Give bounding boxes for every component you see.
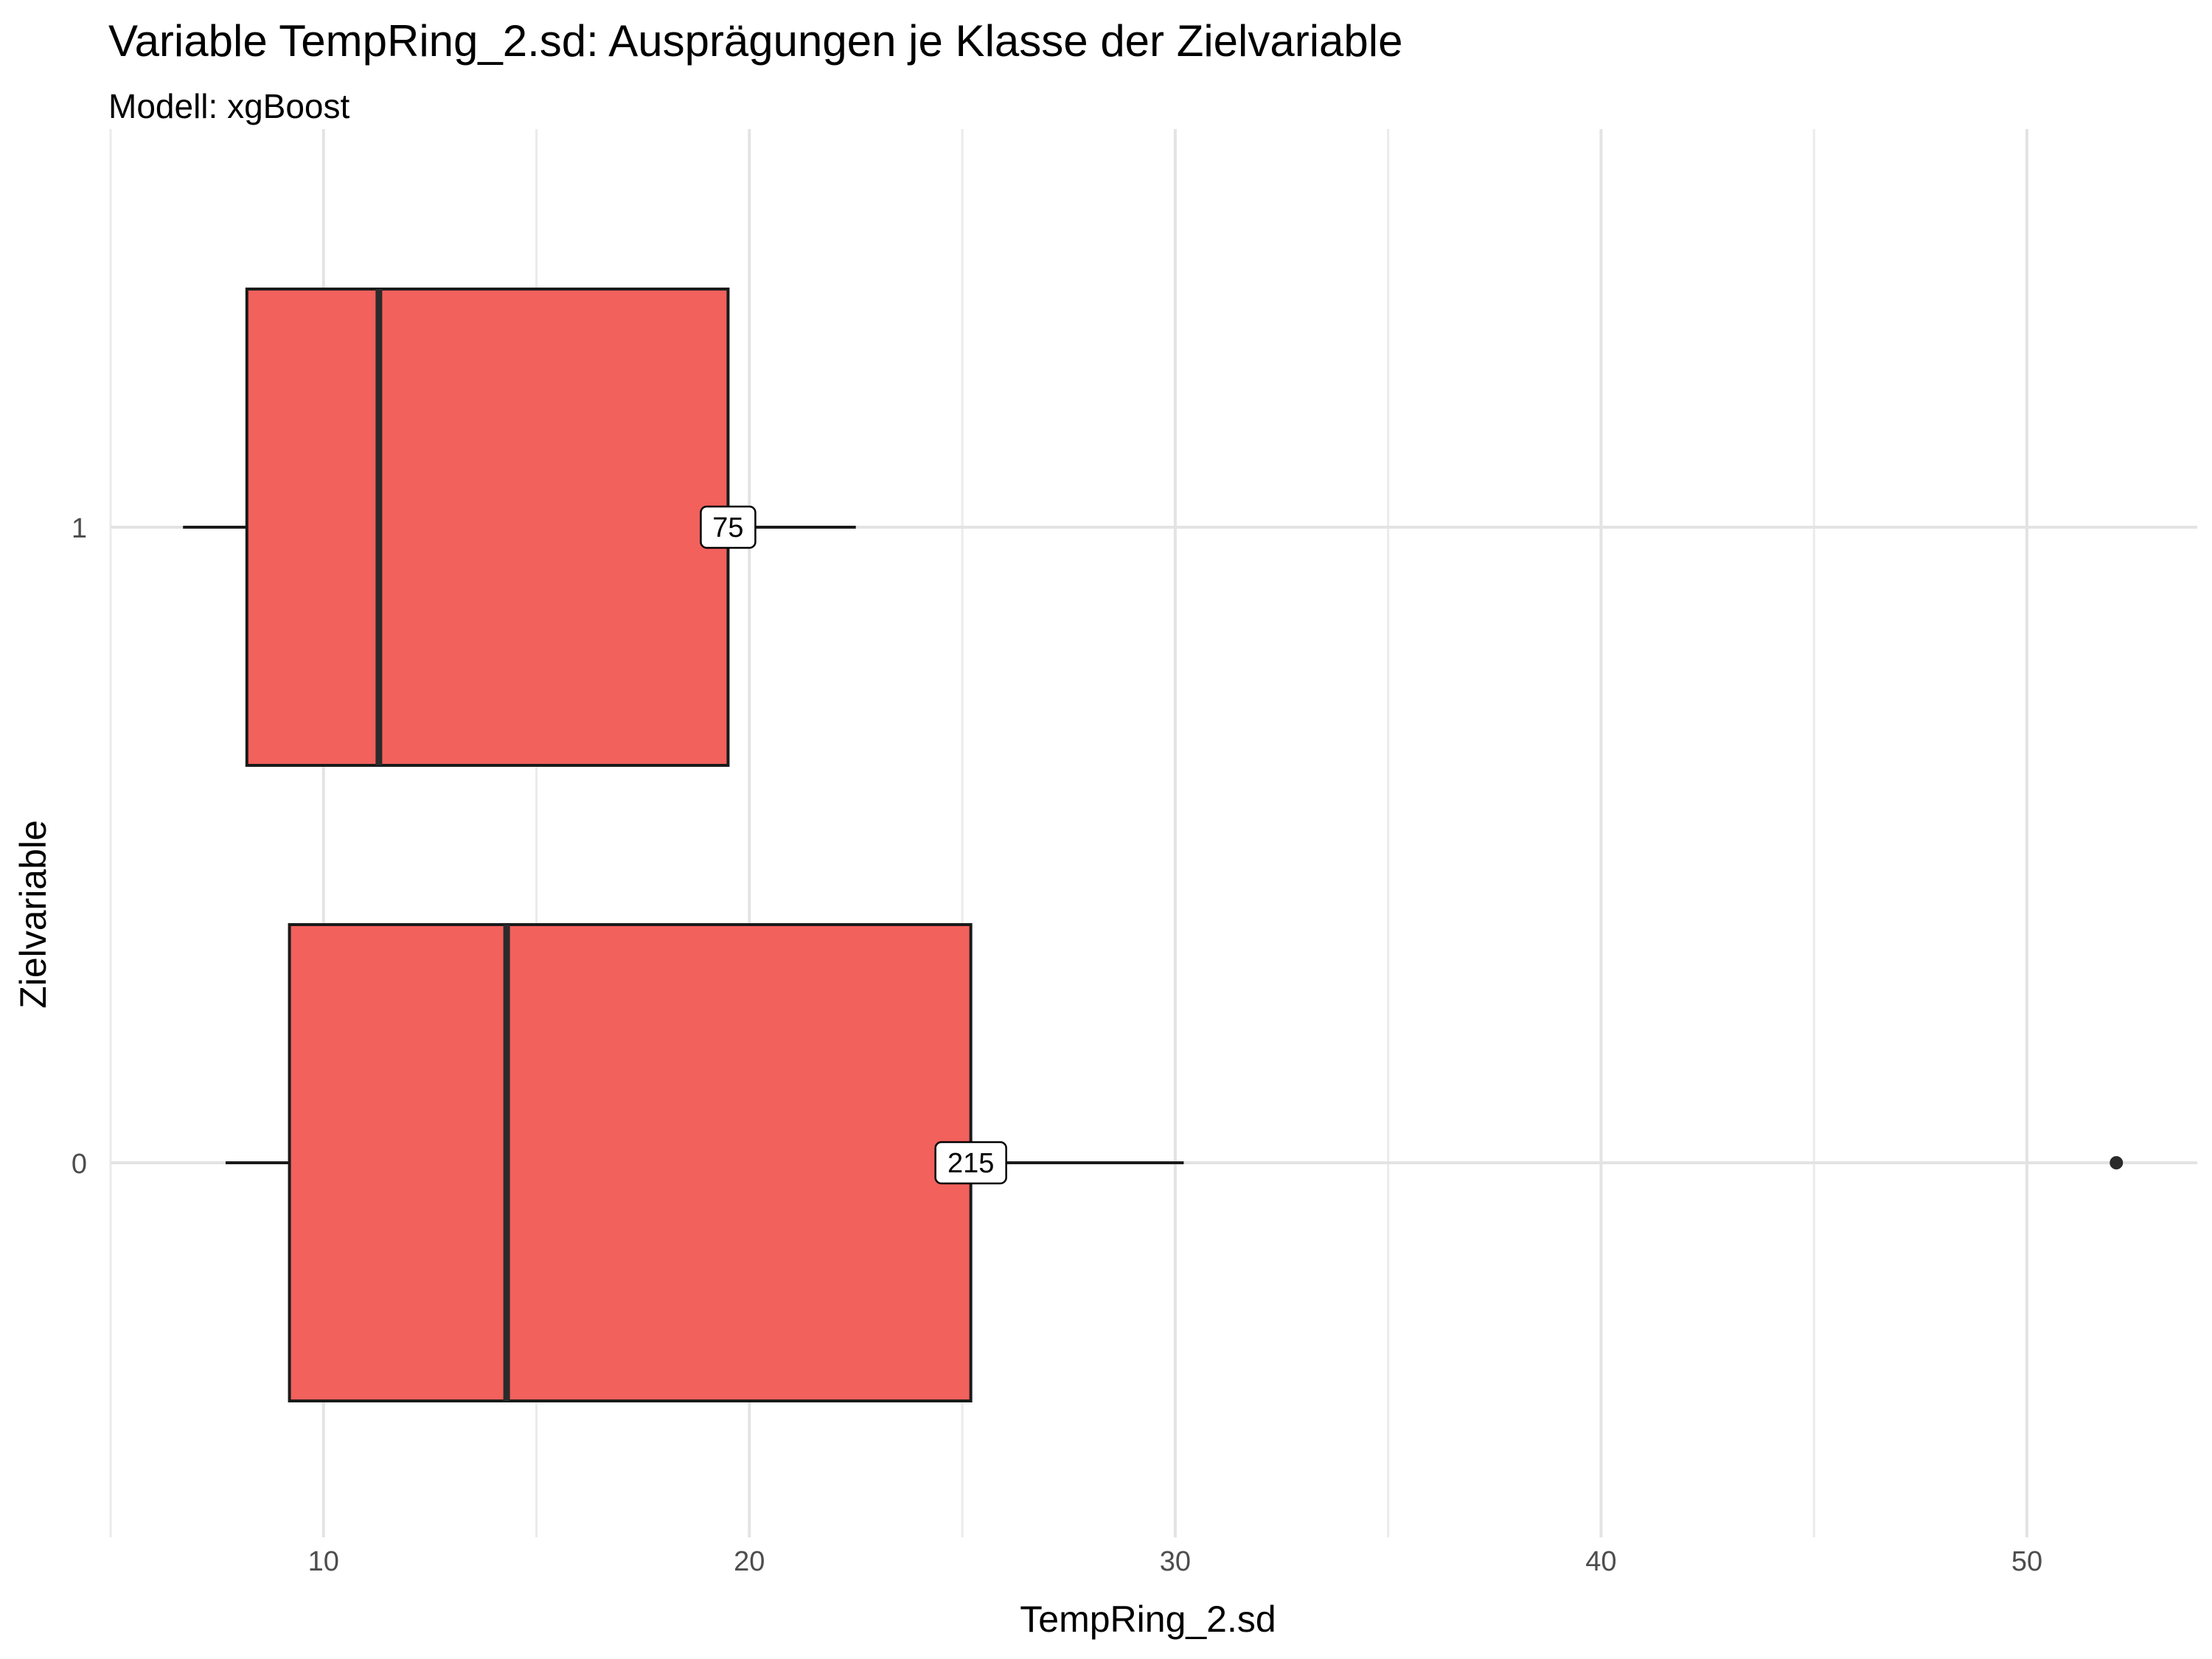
box-group-1: 75 bbox=[183, 288, 856, 767]
x-tick-label: 10 bbox=[308, 1546, 339, 1577]
box-iqr bbox=[288, 923, 973, 1402]
count-label-box bbox=[934, 1141, 1007, 1185]
count-label-box bbox=[700, 505, 757, 549]
x-tick-label: 20 bbox=[734, 1546, 765, 1577]
y-tick-label: 1 bbox=[72, 513, 87, 544]
box-series: 75 215 bbox=[183, 288, 2124, 1402]
x-tick-label: 30 bbox=[1160, 1546, 1191, 1577]
count-label: 215 bbox=[947, 1148, 994, 1179]
y-axis-title: Zielvariable bbox=[13, 820, 54, 1009]
x-tick-label: 50 bbox=[2011, 1546, 2042, 1577]
x-axis-title: TempRing_2.sd bbox=[1020, 1599, 1276, 1640]
box-group-0: 215 bbox=[225, 923, 2124, 1402]
outlier-point bbox=[2110, 1156, 2124, 1169]
y-tick-label: 0 bbox=[72, 1149, 87, 1180]
x-tick-label: 40 bbox=[1585, 1546, 1616, 1577]
box-iqr bbox=[245, 288, 730, 767]
count-label: 75 bbox=[712, 512, 743, 543]
chart-subtitle: Modell: xgBoost bbox=[108, 87, 349, 125]
chart-title: Variable TempRing_2.sd: Ausprägungen je … bbox=[108, 16, 1403, 66]
